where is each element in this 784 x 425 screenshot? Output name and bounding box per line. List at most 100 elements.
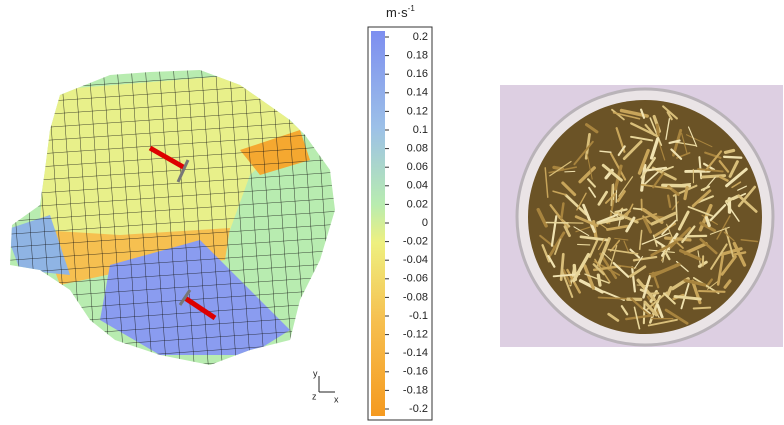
straw-piece <box>683 185 689 201</box>
straw-piece <box>685 134 713 148</box>
straw-piece <box>649 137 660 160</box>
straw-piece <box>620 305 629 316</box>
straw-piece <box>549 204 569 229</box>
straw-piece <box>541 244 551 263</box>
straw-piece <box>666 223 673 239</box>
colorbar-tick-label: 0.06 <box>407 161 428 173</box>
straw-piece <box>563 225 571 238</box>
straw-piece <box>596 216 625 225</box>
straw-piece <box>661 165 674 172</box>
colorbar-tick-label: -0.1 <box>409 310 428 322</box>
straw-piece <box>578 166 596 184</box>
straw-piece <box>723 279 732 289</box>
colorbar-tick-label: -0.14 <box>403 347 428 359</box>
straw-piece <box>622 140 643 161</box>
straw-piece <box>608 244 618 271</box>
colorbar-tick-label: 0.12 <box>407 105 428 117</box>
straw-piece <box>719 175 729 182</box>
straw-piece <box>668 139 681 145</box>
straw-piece <box>655 123 660 137</box>
colorbar-tick-label: -0.04 <box>403 254 428 266</box>
straw-piece <box>630 122 658 138</box>
colorbar-tick-label: -0.08 <box>403 291 428 303</box>
straw-piece <box>660 239 672 262</box>
colorbar-ticks: 0.2 0.18 0.16 0.14 0.12 0.1 0.08 0.06 0.04 0.02 0 -… <box>385 31 428 415</box>
straw-piece <box>640 183 672 190</box>
straw-piece <box>642 275 652 299</box>
straw-piece <box>691 189 712 208</box>
straw-piece <box>616 190 626 203</box>
straw-piece <box>586 153 593 180</box>
straw-piece <box>652 234 658 247</box>
straw-piece <box>697 289 726 293</box>
straw-piece <box>643 300 658 317</box>
straw-piece <box>666 111 673 121</box>
straw-piece <box>597 296 627 300</box>
straw-piece <box>614 208 628 214</box>
straw-piece <box>649 117 663 146</box>
straw-piece <box>728 160 739 178</box>
straw-piece <box>598 222 609 230</box>
straw-piece <box>633 306 641 330</box>
colorbar-tick-label: 0.16 <box>407 68 428 80</box>
straw-piece <box>718 159 730 173</box>
straw-piece <box>662 105 678 120</box>
straw-piece <box>614 237 629 241</box>
straw-piece <box>636 284 653 287</box>
straw-piece <box>638 229 643 251</box>
colorbar-tick-label: 0.04 <box>407 180 428 192</box>
straw-piece <box>602 252 612 261</box>
straw-piece <box>647 318 678 327</box>
straw-piece <box>670 148 683 160</box>
straw-piece <box>554 238 562 255</box>
straw-piece <box>650 262 681 278</box>
straw-piece <box>652 171 665 189</box>
straw-piece <box>662 292 676 305</box>
straw-piece <box>673 295 702 301</box>
straw-piece <box>642 300 646 325</box>
colorbar-unit: m·s-1 <box>386 4 415 20</box>
straw-piece <box>536 207 548 228</box>
straw-piece <box>683 242 708 255</box>
colorbar-tick-label: 0.1 <box>413 124 428 136</box>
colorbar-tick-label: 0.02 <box>407 198 428 210</box>
straw-piece <box>681 132 688 155</box>
straw-piece <box>681 182 692 186</box>
photo <box>500 85 783 347</box>
straw-piece <box>683 278 707 287</box>
straw-piece <box>630 297 651 316</box>
straw-piece <box>604 192 617 204</box>
straw-piece <box>664 308 689 325</box>
straw-piece <box>737 185 757 208</box>
probe <box>183 295 217 321</box>
straw-piece <box>607 312 620 322</box>
straw-piece <box>579 235 609 242</box>
straw-piece <box>678 249 702 261</box>
straw-piece <box>641 232 671 245</box>
straw-piece <box>562 269 572 286</box>
straw-piece <box>550 215 558 247</box>
straw-piece <box>681 225 696 244</box>
straw-piece <box>585 123 599 134</box>
straw-piece <box>599 150 612 153</box>
straw-piece <box>582 203 596 233</box>
straw-piece <box>642 166 668 172</box>
straw-piece <box>625 216 636 233</box>
straw-piece <box>737 185 747 191</box>
colorbar-tick-label: 0.14 <box>407 87 428 99</box>
probe-stem <box>178 289 192 306</box>
straw-piece <box>723 231 735 242</box>
straw-piece <box>610 183 614 207</box>
straw-piece <box>609 152 627 181</box>
straw-piece <box>722 155 743 159</box>
straw-piece <box>569 265 576 287</box>
straw-piece <box>665 118 671 140</box>
axis-label: x <box>334 394 339 404</box>
straw-piece <box>677 210 690 231</box>
straw-piece <box>623 240 630 253</box>
mesh-grid <box>10 70 335 365</box>
straw-piece <box>641 168 663 188</box>
probe-markers <box>148 145 217 321</box>
straw-piece <box>625 314 654 321</box>
